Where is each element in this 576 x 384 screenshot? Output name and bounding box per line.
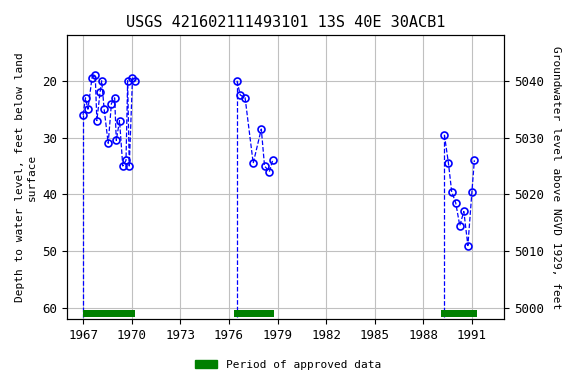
Y-axis label: Groundwater level above NGVD 1929, feet: Groundwater level above NGVD 1929, feet — [551, 46, 561, 309]
Bar — [234, 310, 274, 317]
Bar — [441, 310, 477, 317]
Legend: Period of approved data: Period of approved data — [191, 356, 385, 375]
Y-axis label: Depth to water level, feet below land
surface: Depth to water level, feet below land su… — [15, 53, 37, 302]
Bar — [83, 310, 135, 317]
Title: USGS 421602111493101 13S 40E 30ACB1: USGS 421602111493101 13S 40E 30ACB1 — [126, 15, 445, 30]
